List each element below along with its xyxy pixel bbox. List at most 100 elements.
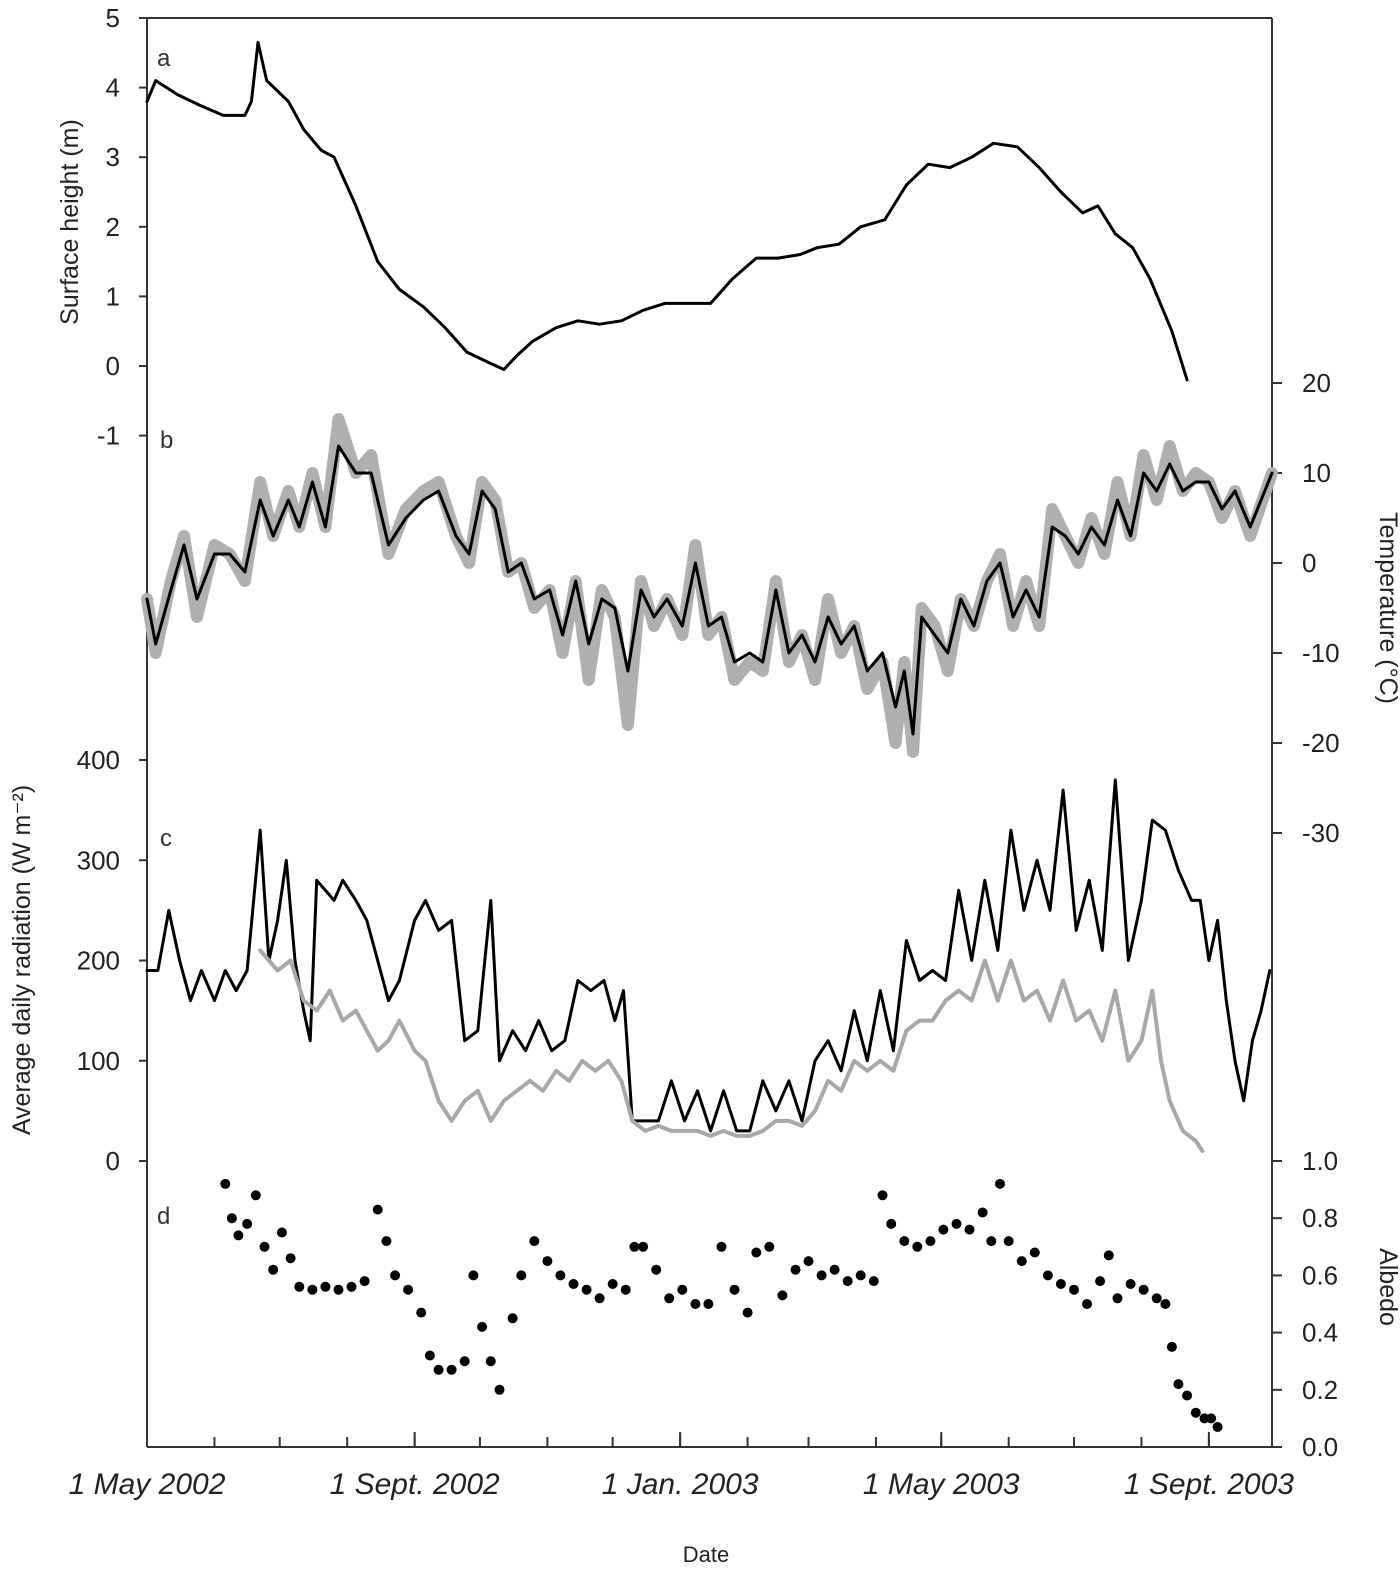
panel-d-albedo-point <box>1125 1279 1136 1289</box>
panel-d-albedo-point <box>294 1281 305 1292</box>
panel-b-series-line-1 <box>141 413 1278 758</box>
panel-b-ytick-label: 10 <box>1302 458 1331 488</box>
x-tick-label: 1 Sept. 2003 <box>1124 1468 1294 1501</box>
panel-d-albedo-point <box>690 1299 701 1309</box>
x-tick-label: 1 Sept. 2002 <box>330 1468 500 1501</box>
panel-d-albedo-point <box>1173 1379 1184 1390</box>
panel-d-albedo-point <box>855 1270 866 1281</box>
panel-d-albedo-point <box>433 1364 444 1375</box>
panel-c-ytick-label: 300 <box>77 845 120 875</box>
panel-d-albedo-point <box>529 1236 540 1247</box>
panel-d-albedo-point <box>607 1279 618 1289</box>
panel-d-albedo-point <box>446 1364 457 1375</box>
panel-a-ytick-label: 0 <box>106 351 120 381</box>
x-axis-title: Date <box>683 1542 729 1567</box>
panel-d-albedo-point <box>1166 1341 1177 1352</box>
panel-c-ytick-label: 0 <box>106 1146 120 1176</box>
panel-d-albedo-point <box>703 1299 714 1309</box>
panel-d-albedo-point <box>964 1224 975 1235</box>
panel-d-albedo-point <box>816 1270 827 1281</box>
panel-d-albedo-point <box>507 1313 518 1324</box>
panel-d-albedo-point <box>1016 1256 1027 1267</box>
panel-d-albedo-point <box>1206 1413 1217 1424</box>
panel-b-series-line-2 <box>145 444 1274 736</box>
panel-d-albedo-point <box>568 1279 579 1289</box>
panel-d-albedo-point <box>1138 1284 1149 1295</box>
panel-c-letter: c <box>160 825 172 852</box>
panel-d-albedo-point <box>620 1284 631 1295</box>
panel-d-albedo-point <box>729 1284 740 1295</box>
panel-d-albedo-point <box>1069 1284 1079 1295</box>
panel-d-albedo-point <box>1190 1407 1201 1418</box>
panel-d-albedo-point <box>1151 1293 1162 1304</box>
panel-d-ytick-label: 0.6 <box>1302 1260 1338 1290</box>
panel-d-ytick-label: 0.4 <box>1302 1318 1338 1348</box>
panel-d-albedo-point <box>638 1241 649 1252</box>
panel-b-ytick-label: -10 <box>1302 638 1340 668</box>
panel-d-albedo-point <box>259 1241 270 1252</box>
panel-c-ytick-label: 200 <box>77 946 120 976</box>
panel-d-albedo-point <box>986 1236 997 1247</box>
panel-d-albedo-point <box>677 1284 688 1295</box>
panel-d-albedo-point <box>951 1218 962 1229</box>
panel-d-albedo-point <box>842 1276 853 1287</box>
panel-d-albedo-point <box>977 1207 988 1218</box>
panel-d-albedo-point <box>1160 1299 1171 1309</box>
panel-d-albedo-point <box>1055 1279 1066 1289</box>
panel-d-albedo-point <box>555 1270 566 1281</box>
panel-d-letter: d <box>157 1203 170 1230</box>
panel-d-albedo-point <box>403 1284 414 1295</box>
panel-d-ytick-label: 0.0 <box>1302 1432 1338 1462</box>
panel-d-albedo-point <box>516 1270 527 1281</box>
panel-d-albedo-point <box>651 1264 662 1275</box>
panel-d-albedo-point <box>285 1253 296 1264</box>
panel-a-ytick-label: 3 <box>106 142 120 172</box>
panel-c-ytick-label: 400 <box>77 745 120 775</box>
panel-d-albedo-point <box>1112 1293 1123 1304</box>
panel-d-albedo-point <box>1082 1299 1092 1309</box>
panel-d-albedo-point <box>1182 1390 1193 1401</box>
panel-d-ytick-label: 0.8 <box>1302 1203 1338 1233</box>
panel-d-albedo-point <box>868 1276 879 1287</box>
panel-b-ytick-label: -30 <box>1302 818 1340 848</box>
panel-d-albedo-point <box>581 1284 592 1295</box>
x-tick-label: 1 May 2003 <box>863 1468 1020 1501</box>
albedo-axis-title: Albedo <box>1374 1248 1400 1326</box>
panel-d-albedo-point <box>664 1293 675 1304</box>
panel-d-albedo-point <box>390 1270 401 1281</box>
panel-d-albedo-point <box>416 1307 427 1318</box>
panel-a-ytick-label: 1 <box>106 281 120 311</box>
panel-c-series-line-1 <box>145 778 1272 1133</box>
panel-d-albedo-point <box>346 1281 357 1292</box>
panel-d-albedo-point <box>1095 1276 1106 1287</box>
panel-d-albedo-point <box>250 1190 261 1201</box>
panel-b-ytick-label: -20 <box>1302 728 1340 758</box>
panel-d-albedo-point <box>790 1264 801 1275</box>
panel-d-albedo-point <box>764 1241 775 1252</box>
panel-d-albedo-point <box>307 1284 318 1295</box>
panel-d-albedo-point <box>477 1321 488 1332</box>
panel-d-albedo-point <box>468 1270 479 1281</box>
panel-d-albedo-point <box>751 1247 762 1258</box>
panel-d-albedo-point <box>459 1356 470 1367</box>
panel-d-albedo-point <box>494 1384 505 1395</box>
panel-a-ytick-label: -1 <box>97 421 120 451</box>
panel-b-letter: b <box>160 427 173 454</box>
panel-b-ytick-label: 0 <box>1302 548 1316 578</box>
panel-d-albedo-point <box>359 1276 370 1287</box>
panel-d-albedo-point <box>1212 1422 1223 1432</box>
panel-d-albedo-point <box>372 1204 383 1215</box>
panel-d-albedo-point <box>925 1236 936 1247</box>
panel-a-series-line-1 <box>145 40 1189 382</box>
panel-d-albedo-point <box>1042 1270 1053 1281</box>
panel-d-albedo-point <box>629 1241 640 1252</box>
panel-d-albedo-point <box>220 1178 231 1189</box>
panel-d-albedo-point <box>242 1218 253 1229</box>
x-tick-label: 1 May 2002 <box>69 1468 226 1501</box>
panel-d-albedo-point <box>381 1236 392 1247</box>
panel-d-albedo-point <box>1103 1250 1114 1261</box>
panel-d-albedo-point <box>803 1256 814 1267</box>
panel-d-albedo-point <box>320 1281 331 1292</box>
panel-d-albedo-point <box>938 1224 949 1235</box>
